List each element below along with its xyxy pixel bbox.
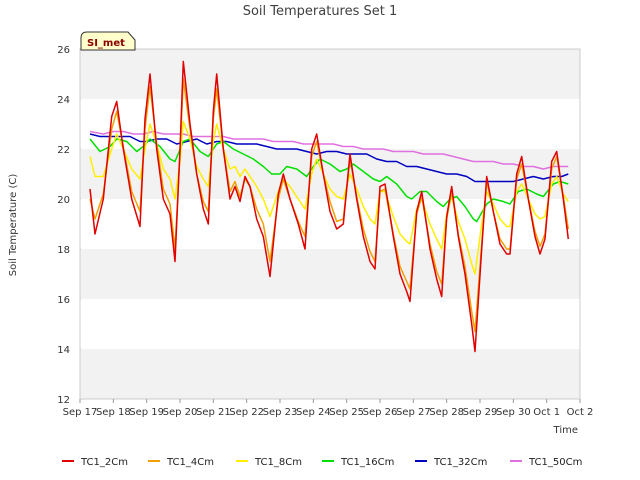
series-lines <box>89 60 570 353</box>
series-line-tc1-16cm <box>89 138 569 223</box>
grid-band <box>80 49 580 99</box>
y-tick-label: 22 <box>57 145 70 156</box>
x-tick-label: Sep 19 <box>129 407 164 418</box>
grid-band <box>80 149 580 199</box>
legend-label: TC1_50Cm <box>528 457 582 468</box>
x-tick-label: Sep 29 <box>463 407 498 418</box>
annotation-tag: SI_met <box>80 31 136 51</box>
series-line-tc1-32cm <box>89 133 569 183</box>
legend-label: TC1_16Cm <box>340 457 394 468</box>
legend: TC1_2Cm TC1_4Cm TC1_8Cm TC1_16Cm TC1_32Cm TC1… <box>62 457 582 468</box>
legend-label: TC1_8Cm <box>254 457 302 468</box>
y-tick-label: 12 <box>57 395 70 406</box>
x-tick-label: Sep 25 <box>329 407 364 418</box>
y-tick-label: 20 <box>57 195 70 206</box>
y-axis-label: Soil Temperature (C) <box>8 174 19 277</box>
annotation-box <box>80 31 136 51</box>
y-tick-label: 18 <box>57 245 70 256</box>
y-tick-label: 16 <box>57 295 70 306</box>
x-tick-label: Sep 30 <box>496 407 531 418</box>
legend-label: TC1_32Cm <box>433 457 487 468</box>
y-tick-label: 26 <box>57 45 70 56</box>
legend-label: TC1_2Cm <box>80 457 128 468</box>
x-tick-label: Sep 28 <box>429 407 464 418</box>
x-tick-label: Sep 20 <box>163 407 198 418</box>
grid-band <box>80 349 580 399</box>
x-axis-label: Time <box>553 425 578 436</box>
y-axis-ticks: 12 14 16 18 20 22 24 26 <box>57 45 81 406</box>
annotation-text: SI_met <box>87 38 125 49</box>
legend-label: TC1_4Cm <box>166 457 214 468</box>
grid-band <box>80 299 580 349</box>
x-tick-label: Sep 18 <box>96 407 131 418</box>
y-tick-label: 14 <box>57 345 70 356</box>
plot-frame <box>79 48 581 400</box>
x-tick-label: Sep 22 <box>229 407 264 418</box>
series-line-tc1-50cm <box>89 130 569 170</box>
grid-band <box>80 99 580 149</box>
series-line-tc1-2cm <box>89 60 570 353</box>
x-tick-label: Oct 1 <box>533 407 560 418</box>
x-tick-label: Sep 24 <box>296 407 331 418</box>
x-tick-label: Sep 21 <box>196 407 231 418</box>
x-tick-label: Sep 26 <box>363 407 398 418</box>
x-tick-label: Sep 23 <box>263 407 298 418</box>
chart-title: Soil Temperatures Set 1 <box>243 4 398 19</box>
x-tick-label: Oct 2 <box>567 407 594 418</box>
x-tick-label: Sep 17 <box>63 407 98 418</box>
x-tick-label: Sep 27 <box>396 407 431 418</box>
y-tick-label: 24 <box>57 95 70 106</box>
grid-band <box>80 249 580 299</box>
